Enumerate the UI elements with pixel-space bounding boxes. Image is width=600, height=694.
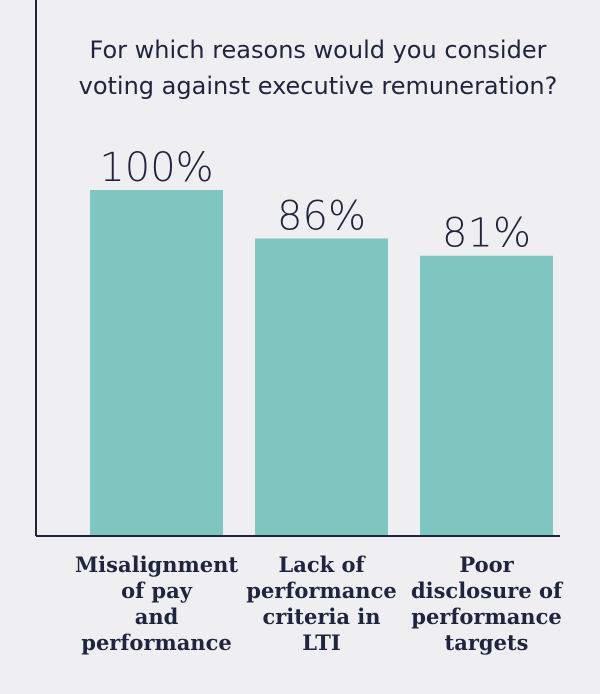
category-label-1-line-3: and <box>135 604 179 629</box>
category-label-3-line-3: performance <box>411 604 561 629</box>
bars-group <box>90 190 553 537</box>
category-label-2-line-2: performance <box>246 578 396 603</box>
category-label-1-line-1: Misalignment <box>75 552 238 577</box>
category-label-3-line-4: targets <box>445 630 529 655</box>
category-label-1-line-4: performance <box>81 630 231 655</box>
value-label-3: 81% <box>442 211 531 257</box>
category-label-2-line-4: LTI <box>302 630 341 655</box>
category-label-2-line-3: criteria in <box>262 604 380 629</box>
bar-2 <box>255 238 388 536</box>
category-label-2-line-1: Lack of <box>278 552 366 577</box>
category-label-3-line-2: disclosure of <box>411 578 564 603</box>
value-labels-group: 100% 86% 81% <box>99 145 531 257</box>
chart-title-line-2: voting against executive remuneration? <box>79 72 558 100</box>
category-label-1-line-2: of pay <box>121 578 193 603</box>
value-label-2: 86% <box>277 193 366 239</box>
chart-title-line-1: For which reasons would you consider <box>90 36 547 64</box>
bar-1 <box>90 190 223 536</box>
category-label-3-line-1: Poor <box>459 552 514 577</box>
bar-3 <box>420 255 553 537</box>
value-label-1: 100% <box>99 145 213 191</box>
